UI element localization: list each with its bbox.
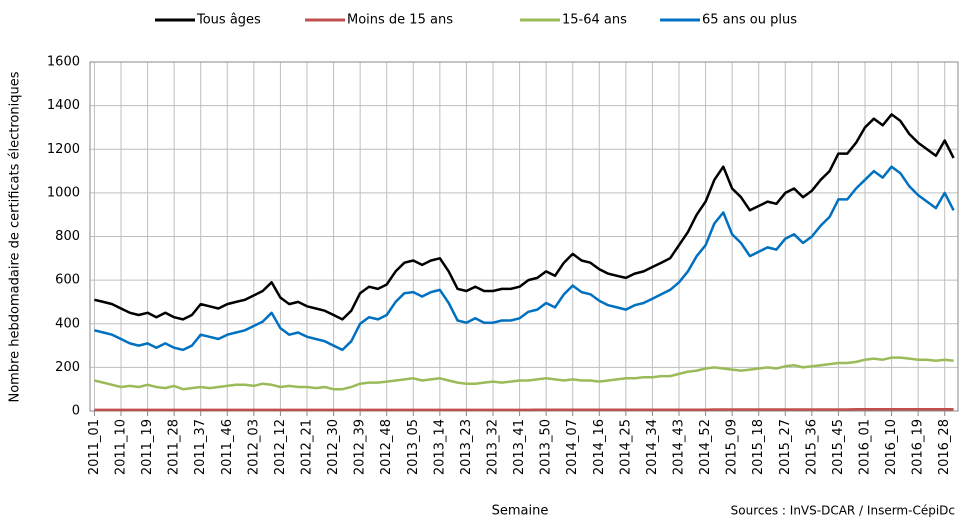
x-tick-label: 2015_36 [804,419,819,475]
x-tick-label: 2011_10 [114,419,129,475]
x-tick-label: 2015_09 [725,419,740,475]
x-tick-label: 2011_28 [167,419,182,475]
legend-label: Tous âges [196,13,261,28]
x-tick-label: 2012_12 [273,419,288,475]
x-tick-label: 2015_27 [778,419,793,475]
y-tick-label: 800 [55,229,80,244]
x-tick-label: 2015_45 [831,419,846,475]
legend-label: Moins de 15 ans [347,13,453,28]
x-tick-label: 2016_01 [858,419,873,475]
legend-label: 65 ans ou plus [702,13,797,28]
x-tick-label: 2012_21 [300,419,315,475]
y-tick-label: 1400 [47,98,80,113]
x-tick-label: 2014_25 [618,419,633,475]
x-tick-label: 2014_34 [645,419,660,475]
x-tick-label: 2011_01 [87,419,102,475]
x-tick-label: 2012_39 [353,419,368,475]
y-tick-label: 200 [55,360,80,375]
x-tick-label: 2016_19 [911,419,926,475]
y-tick-label: 1200 [47,142,80,157]
x-tick-label: 2014_16 [592,419,607,475]
x-tick-label: 2013_50 [539,419,554,475]
x-tick-label: 2012_48 [379,419,394,475]
source-note: Sources : InVS-DCAR / Inserm-CépiDc [731,504,955,518]
x-tick-label: 2013_41 [512,419,527,475]
x-tick-label: 2014_52 [698,419,713,475]
y-axis-label: Nombre hebdomadaire de certificats élect… [8,71,23,402]
x-tick-label: 2011_46 [220,419,235,475]
y-tick-label: 1000 [47,185,80,200]
x-tick-label: 2013_23 [459,419,474,475]
x-tick-label: 2014_43 [672,419,687,475]
x-tick-label: 2016_28 [937,419,952,475]
series-line [94,356,954,391]
series-line [94,113,955,321]
x-tick-label: 2011_19 [140,419,155,475]
x-tick-label: 2013_05 [406,419,421,475]
x-tick-label: 2011_37 [193,419,208,475]
x-tick-label: 2012_30 [326,419,341,475]
x-tick-label: 2016_10 [884,419,899,475]
y-tick-label: 1600 [47,55,80,70]
y-tick-label: 400 [55,316,80,331]
x-tick-label: 2012_03 [246,419,261,475]
series-line [94,165,955,352]
x-tick-label: 2014_07 [565,419,580,475]
x-tick-label: 2013_14 [432,419,447,475]
x-tick-label: 2015_18 [751,419,766,475]
series-line [94,408,954,412]
y-tick-label: 0 [72,404,80,419]
legend-label: 15-64 ans [562,13,627,28]
x-axis-label: Semaine [492,504,549,519]
y-tick-label: 600 [55,273,80,288]
x-tick-label: 2013_32 [486,419,501,475]
